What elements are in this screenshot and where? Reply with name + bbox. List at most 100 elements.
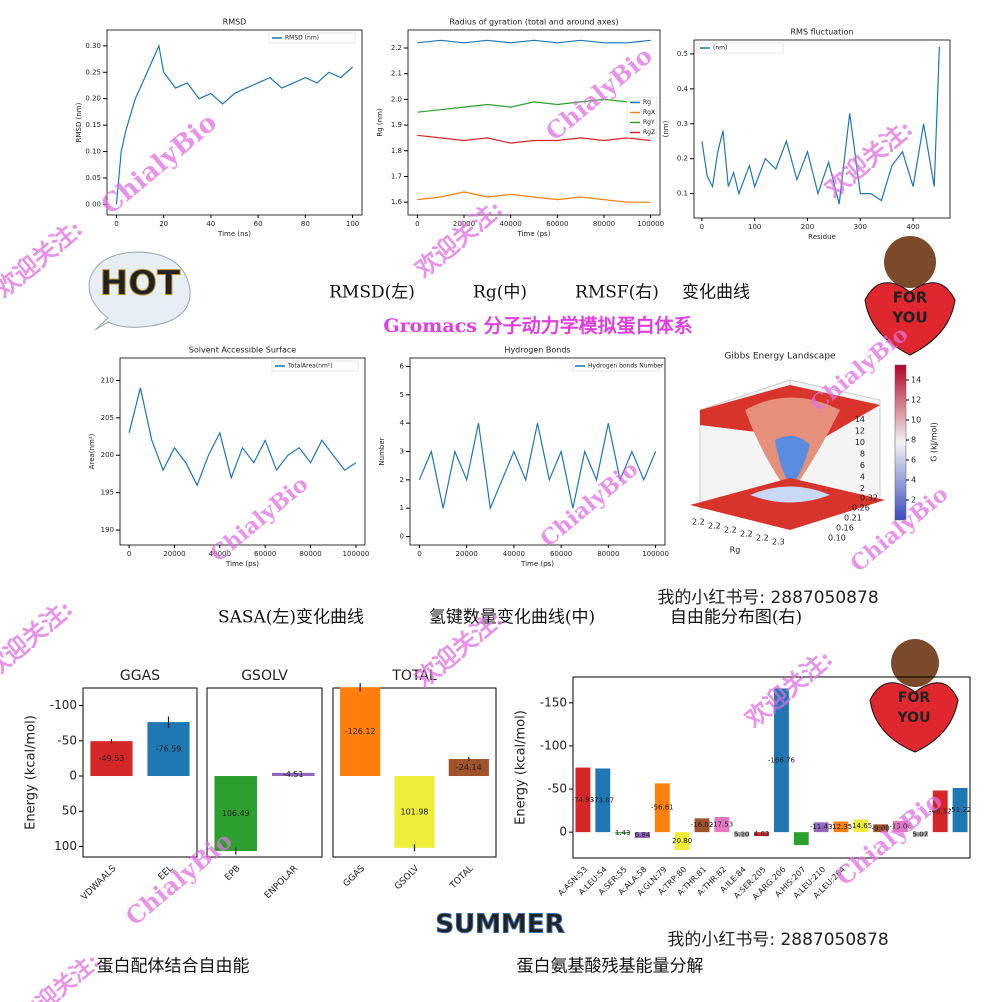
y-tick-label: -100 xyxy=(540,738,567,752)
legend-label: RgX xyxy=(643,109,655,116)
y-tick-label: 2.2 xyxy=(391,44,402,52)
x-axis-label: Time (ns) xyxy=(217,230,251,238)
bar xyxy=(595,768,611,833)
plot-frame xyxy=(106,29,363,216)
legend-label: RgY xyxy=(643,119,655,126)
bar xyxy=(694,818,710,833)
value-label: 106.49 xyxy=(222,809,250,818)
value-label: 5.10 xyxy=(734,830,750,838)
value-label: -48.32 xyxy=(929,807,952,815)
y-tick-label: 205 xyxy=(101,414,114,422)
bear-head xyxy=(891,639,939,687)
x-tick-label: 100000 xyxy=(637,220,664,228)
value-label: -56.61 xyxy=(651,804,674,812)
y-tick-label: 0.25 xyxy=(85,68,101,76)
bar xyxy=(147,722,190,777)
sticker-text: HOT xyxy=(100,264,181,304)
caption: 自由能分布图(右) xyxy=(670,608,802,628)
series-line xyxy=(115,43,354,205)
value-label: 6.84 xyxy=(635,831,651,839)
x-tick-label: 40000 xyxy=(503,550,525,558)
colorbar-tick-label: 10 xyxy=(911,416,921,425)
caption: RMSF(右) xyxy=(575,283,659,303)
y-tick-label: 0.3 xyxy=(677,120,688,128)
bar xyxy=(793,832,809,846)
bar xyxy=(833,821,849,833)
x-tick-label: 40000 xyxy=(209,550,231,558)
y-axis-label: Number xyxy=(378,437,386,465)
bar xyxy=(615,832,631,834)
sticker-text: SUMMER xyxy=(435,910,564,940)
y-tick-label: 1 xyxy=(400,504,404,512)
y-tick-label: 4 xyxy=(400,419,405,427)
x-tick-label: 100000 xyxy=(343,550,370,558)
z-tick-label: 14 xyxy=(855,415,865,424)
value-label: -51.22 xyxy=(949,806,972,814)
x-tick-label: 80000 xyxy=(597,550,619,558)
value-label: 1.43 xyxy=(615,829,631,837)
x-tick-label: 0 xyxy=(114,220,118,228)
x-tick-label: 2.2 xyxy=(740,530,753,539)
x-tick-label: 80 xyxy=(301,220,310,228)
x-tick-label: 0 xyxy=(700,223,704,231)
legend-label: RMSD (nm) xyxy=(285,35,319,42)
value-label: -16.02 xyxy=(691,821,714,829)
surface-well xyxy=(775,436,810,485)
colorbar-label: G (kJ/mol) xyxy=(930,422,939,462)
y-tick-label: 0.15 xyxy=(85,121,101,129)
chart-title: Hydrogen Bonds xyxy=(504,346,570,355)
caption: 蛋白氨基酸残基能量分解 xyxy=(517,957,704,977)
chart-title: RMSD xyxy=(223,18,247,27)
series-line xyxy=(418,423,657,511)
y-tick-label: -100 xyxy=(50,698,77,712)
x-tick-label: 60000 xyxy=(546,220,568,228)
bar xyxy=(575,767,591,833)
y-tick-label: 6 xyxy=(400,363,405,371)
legend-box xyxy=(696,42,784,54)
y-tick-label: 2 xyxy=(400,476,404,484)
z-tick-label: 10 xyxy=(855,438,865,447)
bar xyxy=(893,820,908,833)
value-label: -73.87 xyxy=(591,796,614,804)
legend-label: Hydrogen bonds Number xyxy=(588,363,664,370)
y-tick-label: 0.00 xyxy=(85,200,101,208)
x-tick-label: 20000 xyxy=(163,550,185,558)
chart-title: GGAS xyxy=(120,668,160,684)
bar xyxy=(773,688,789,833)
caption: 蛋白配体结合自由能 xyxy=(97,957,250,977)
y-tick-label: 190 xyxy=(101,526,114,534)
bar xyxy=(654,783,670,833)
plot-frame xyxy=(572,676,971,859)
x-tick-label: 60000 xyxy=(550,550,572,558)
legend-label: Rg xyxy=(643,99,651,106)
value-label: -12.35 xyxy=(830,823,853,831)
bar xyxy=(734,832,750,837)
series-line xyxy=(417,39,651,44)
series-line xyxy=(701,46,940,205)
bar xyxy=(932,790,948,833)
legend-label: TotalArea(nm²) xyxy=(287,363,333,370)
heart xyxy=(869,682,959,753)
x-tick-label: 2.2 xyxy=(692,518,705,527)
value-label: 101.98 xyxy=(401,807,429,816)
y-tick-label: 0.16 xyxy=(836,524,854,533)
z-tick-label: 6 xyxy=(860,461,865,470)
bar xyxy=(853,819,869,833)
bear-sticker: FOR YOU xyxy=(864,236,956,356)
x-axis-label: Time (ps) xyxy=(225,560,259,568)
y-tick-label: 0.21 xyxy=(844,514,862,523)
x-tick-label: 100000 xyxy=(642,550,669,558)
sticker-text: FOR xyxy=(898,690,930,706)
z-tick-label: 4 xyxy=(860,472,865,481)
bear-sticker: FOR YOU xyxy=(869,639,959,753)
y-axis-label: (nm) xyxy=(662,120,670,137)
y-tick-label: 1.7 xyxy=(391,172,402,180)
x-tick-label: 400 xyxy=(906,223,919,231)
bar xyxy=(90,741,133,777)
bar xyxy=(873,824,889,833)
legend-label: RgZ xyxy=(643,129,655,136)
y-tick-label: 50 xyxy=(62,804,77,818)
x-tick-label: 40 xyxy=(206,220,215,228)
